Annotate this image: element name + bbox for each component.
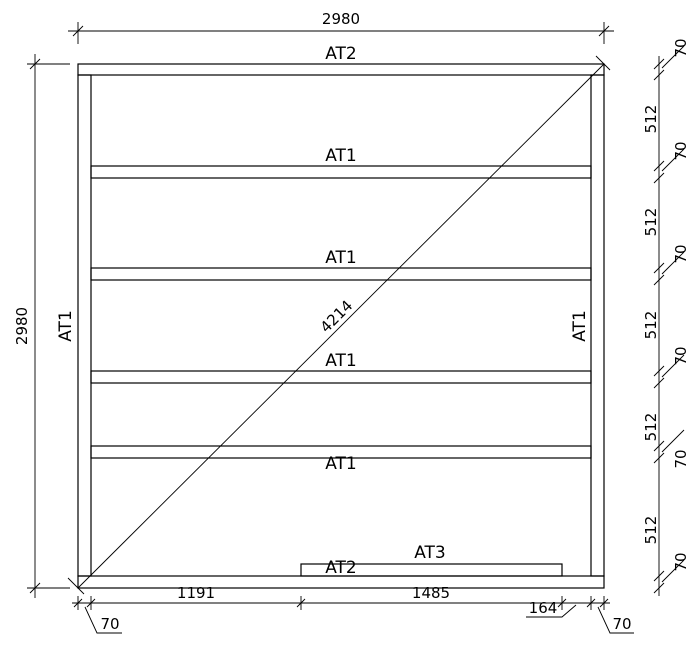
right-stud-label: AT1 (570, 310, 590, 342)
bottom-tick-5 (586, 598, 596, 608)
diagonal-tick-bottom (67, 577, 85, 595)
noggin-1 (90, 165, 592, 179)
right-leader-4 (661, 354, 685, 378)
top-plate-label: AT2 (325, 44, 357, 64)
left-stud (77, 74, 92, 577)
bottom-middle-text: 1485 (412, 584, 450, 602)
right-tick-8 (653, 377, 665, 389)
opening-piece (300, 563, 563, 577)
right-tick-6 (653, 274, 665, 286)
left-stud-label: AT1 (56, 310, 76, 342)
right-tick-12 (653, 582, 665, 594)
bottom-tick-4 (557, 598, 567, 608)
height-tick-top (29, 58, 41, 70)
height-tick-bottom (29, 582, 41, 594)
right-plate-text: 70 (672, 346, 688, 365)
right-spacing-text: 512 (642, 516, 660, 545)
right-plate-text: 70 (672, 552, 688, 571)
overall-width-text: 2980 (322, 10, 360, 28)
right-tick-11 (653, 570, 665, 582)
diagonal-tick-top (595, 55, 611, 71)
leader-164 (526, 604, 577, 618)
noggin-2-label: AT1 (325, 248, 357, 268)
noggin-2 (90, 267, 592, 281)
noggin-4 (90, 445, 592, 459)
right-leader-3 (661, 251, 685, 275)
width-tick-left (72, 25, 84, 37)
right-spacing-text: 512 (642, 208, 660, 237)
noggin-3 (90, 370, 592, 384)
bottom-left-end-text: 70 (100, 615, 119, 633)
bottom-tick-2 (86, 598, 96, 608)
right-plate-text: 70 (672, 38, 688, 57)
right-plate-text: 70 (672, 449, 688, 468)
top-plate (77, 63, 605, 76)
right-leader-2 (661, 148, 685, 172)
right-leader-1 (661, 45, 685, 69)
bottom-tick-6 (599, 598, 609, 608)
bottom-right-end-text: 70 (612, 615, 631, 633)
right-plate-text: 70 (672, 141, 688, 160)
right-tick-2 (653, 69, 665, 81)
width-tick-right (598, 25, 610, 37)
right-leader-6 (661, 559, 685, 583)
right-stud (590, 74, 605, 577)
bottom-tick-3 (296, 598, 306, 608)
right-tick-4 (653, 172, 665, 184)
leader-right-70 (597, 606, 634, 634)
bottom-left-text: 1191 (177, 584, 215, 602)
opening-piece-label: AT3 (414, 543, 446, 563)
noggin-3-label: AT1 (325, 351, 357, 371)
right-tick-5 (653, 262, 665, 274)
noggin-1-label: AT1 (325, 146, 357, 166)
right-tick-10 (653, 452, 665, 464)
noggin-4-label: AT1 (325, 454, 357, 474)
right-tick-3 (653, 160, 665, 172)
right-plate-text: 70 (672, 244, 688, 263)
bottom-tick-1 (73, 598, 83, 608)
right-tick-7 (653, 365, 665, 377)
overall-height-text: 2980 (13, 307, 31, 345)
diagonal-line (77, 63, 605, 589)
right-spacing-text: 512 (642, 105, 660, 134)
right-spacing-text: 512 (642, 413, 660, 442)
right-spacing-text: 512 (642, 311, 660, 340)
bottom-plate-label: AT2 (325, 558, 357, 578)
right-tick-9 (653, 440, 665, 452)
leader-left-70 (84, 606, 122, 634)
right-leader-5 (661, 429, 685, 453)
right-tick-1 (653, 58, 665, 70)
bottom-right-offset-text: 164 (529, 599, 558, 617)
